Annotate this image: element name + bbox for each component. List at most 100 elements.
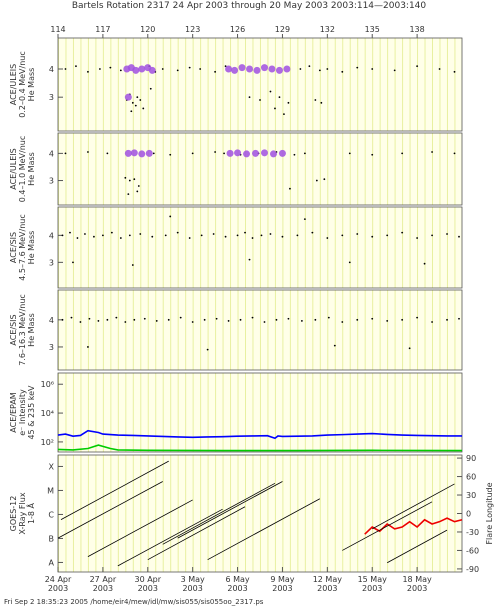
point: [446, 318, 448, 321]
point: [200, 234, 203, 237]
point: [371, 153, 374, 156]
point: [401, 231, 404, 234]
point: [199, 68, 202, 70]
point: [143, 317, 146, 320]
point: [179, 316, 182, 319]
point: [61, 318, 64, 321]
point: [88, 317, 91, 320]
x-tick-label-line: 2003: [406, 584, 428, 593]
x-tick-label-line: 15 May: [357, 575, 387, 584]
x-tick-label: 117: [95, 25, 110, 34]
point: [341, 70, 344, 73]
point: [148, 66, 156, 74]
point: [131, 264, 134, 266]
panel-background: [57, 132, 463, 206]
point: [98, 68, 101, 70]
line: [57, 481, 163, 539]
point: [203, 318, 206, 321]
y-axis-label: 0.2–0.4 MeV/nuc: [18, 51, 27, 118]
point: [318, 69, 321, 72]
point: [191, 152, 194, 155]
panel-background: [57, 454, 463, 573]
x-tick-label: 114: [50, 25, 65, 34]
point: [341, 234, 344, 237]
point: [136, 190, 139, 193]
y2-tick-label: 90: [466, 454, 476, 463]
point: [326, 237, 329, 239]
point: [188, 66, 191, 69]
point: [252, 149, 260, 157]
point: [130, 110, 133, 113]
point: [269, 233, 272, 235]
x-tick-label-line: 2003: [137, 584, 158, 593]
point: [161, 68, 164, 70]
point: [75, 65, 77, 68]
x-tick-label-line: 12 May: [312, 575, 342, 584]
point: [152, 152, 155, 155]
y-tick-label: 3: [49, 258, 54, 267]
point: [188, 237, 191, 239]
point: [446, 233, 448, 235]
point: [275, 318, 278, 321]
point: [224, 235, 227, 238]
y-axis-label: He Mass: [27, 231, 36, 265]
point: [76, 237, 79, 239]
point: [101, 234, 104, 237]
point: [315, 179, 318, 182]
point: [72, 261, 74, 264]
x-tick-label: 138: [409, 25, 424, 34]
point: [283, 113, 285, 115]
point: [142, 107, 145, 110]
x-tick-label-line: 2003: [92, 584, 114, 593]
panel-background: [57, 372, 463, 453]
point: [458, 317, 460, 320]
point: [134, 104, 137, 107]
point: [124, 176, 127, 179]
x-tick-label: 120: [140, 25, 155, 34]
point: [124, 149, 132, 157]
point: [137, 185, 140, 187]
point: [227, 320, 230, 322]
point: [300, 320, 303, 322]
point: [226, 149, 234, 157]
point: [61, 234, 64, 237]
x-tick-label-line: 24 Apr: [44, 575, 72, 584]
point: [139, 233, 142, 235]
y2-tick-label: -60: [466, 546, 479, 555]
point: [401, 318, 404, 321]
point: [296, 234, 299, 237]
point: [320, 101, 323, 104]
point: [151, 235, 154, 238]
y2-tick-label: 30: [466, 491, 476, 500]
point: [323, 178, 326, 181]
point: [93, 235, 95, 238]
point: [314, 318, 317, 321]
x-tick-label: 129: [275, 25, 290, 34]
point: [260, 149, 268, 157]
point: [314, 99, 317, 101]
point: [269, 90, 272, 93]
point: [371, 317, 374, 320]
y2-axis-label: Flare Longitude: [485, 482, 494, 544]
point: [303, 218, 306, 221]
point: [64, 152, 67, 155]
point: [155, 320, 158, 322]
point: [311, 231, 314, 234]
x-tick-label-line: 2003: [182, 584, 203, 593]
y-axis-label: 45 & 235 keV: [27, 385, 36, 440]
panel-background: [57, 37, 463, 132]
point: [79, 321, 82, 323]
point: [106, 152, 109, 155]
point: [263, 321, 266, 323]
point: [303, 152, 306, 155]
point: [97, 320, 100, 322]
point: [293, 153, 296, 156]
point: [386, 234, 389, 237]
x-tick-label: 24 Apr 2003: [33, 575, 83, 593]
point: [278, 96, 281, 99]
point: [133, 178, 136, 181]
point: [124, 321, 127, 323]
point: [348, 261, 351, 264]
point: [225, 65, 233, 73]
